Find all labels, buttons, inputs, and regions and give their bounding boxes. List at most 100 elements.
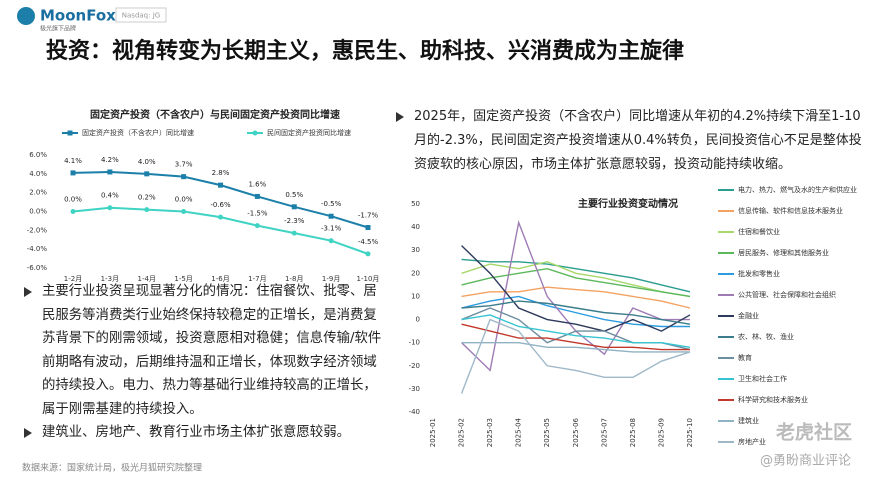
chart-title: 固定资产投资（不含农户）与民间固定资产投资同比增速 [90, 108, 340, 121]
data-label: 0.0% [175, 196, 193, 204]
marker [365, 225, 371, 231]
series-line [461, 261, 691, 298]
y-tick-label: 6.0% [29, 151, 47, 159]
x-tick-label: 2025-08 [629, 418, 637, 447]
watermark: @勇盼商业评论 [760, 454, 851, 469]
chart-title: 主要行业投资变动情况 [578, 197, 678, 210]
x-tick-label: 2025-03 [486, 418, 494, 447]
data-label: 3.7% [175, 161, 193, 169]
watermark: 老虎社区 [776, 421, 852, 444]
y-tick-label: 4.0% [29, 170, 47, 178]
badge-box [115, 7, 167, 23]
legend-label: 卫生和社会工作 [738, 374, 787, 383]
y-tick-label: -10 [409, 339, 420, 347]
x-tick-label: 1-5月 [174, 275, 192, 283]
data-label: 0.0% [64, 196, 82, 204]
marker [144, 171, 150, 177]
page-title: 投资：视角转变为长期主义，惠民生、助科技、兴消费成为主旋律 [46, 38, 684, 64]
legend-label: 批发和零售业 [738, 269, 780, 278]
y-tick-label: -40 [409, 408, 420, 416]
data-label: 0.2% [138, 194, 156, 202]
x-tick-label: 2025-05 [543, 418, 551, 447]
data-label: -4.5% [358, 238, 379, 246]
y-tick-label: -4.0% [27, 245, 48, 253]
marker [328, 238, 334, 244]
x-tick-label: 2025-09 [657, 418, 665, 447]
y-tick-label: 30 [411, 246, 420, 254]
y-tick-label: 0 [416, 316, 420, 324]
source: 数据来源：国家统计局，极光月狐研究院整理 [22, 462, 202, 474]
x-tick-label: 1-8月 [285, 275, 303, 283]
marker [181, 174, 187, 180]
series-line [461, 286, 691, 309]
marker [254, 223, 260, 229]
legend-label: 固定资产投资（不含农户）同比增速 [82, 128, 194, 137]
x-tick-label: 2025-06 [572, 417, 580, 447]
x-tick-label: 2025-02 [458, 418, 466, 447]
y-tick-label: 0.0% [29, 208, 47, 216]
data-label: 4.2% [101, 156, 119, 164]
x-tick-label: 2025-10 [686, 418, 694, 447]
legend-marker [252, 130, 258, 136]
marker [291, 230, 297, 236]
legend-label: 信息传输、软件和信息技术服务业 [738, 206, 843, 215]
logo: MoonFox [40, 7, 116, 25]
series-line [461, 295, 690, 328]
data-label: -0.6% [210, 201, 231, 209]
x-tick-label: 1-10月 [357, 275, 380, 283]
series-line [461, 314, 691, 348]
bullet: 主要行业投资呈现显著分化的情况：住宿餐饮、批零、居民服务等消费类行业始终保持较稳… [20, 280, 384, 421]
series-line [461, 323, 690, 351]
data-label: 0.4% [101, 192, 119, 200]
data-label: 4.0% [138, 158, 156, 166]
data-label: 2.8% [212, 169, 230, 177]
data-label: -1.7% [358, 212, 379, 220]
bullet: 2025年，固定资产投资（不含农户）同比增速从年初的4.2%持续下滑至1-10月… [392, 105, 862, 177]
series-line [461, 219, 690, 372]
right-text: 2025年，固定资产投资（不含农户）同比增速从年初的4.2%持续下滑至1-10月… [392, 105, 862, 177]
y-tick-label: -2.0% [27, 226, 48, 234]
marker [291, 204, 297, 210]
marker [107, 205, 113, 211]
legend-label: 公共管理、社会保障和社会组织 [738, 290, 836, 299]
series-line [460, 318, 691, 394]
legend-label: 房地产业 [738, 437, 766, 446]
y-tick-label: 50 [411, 200, 420, 208]
legend-label: 建筑业 [738, 416, 759, 425]
bullet: 建筑业、房地产、教育行业市场主体扩张意愿较弱。 [20, 421, 384, 445]
x-tick-label: 1-7月 [248, 275, 266, 283]
x-tick-label: 1-3月 [101, 275, 119, 283]
legend-label: 教育 [738, 353, 752, 362]
data-label: 1.6% [248, 180, 266, 188]
y-tick-label: 10 [411, 292, 420, 300]
legend-label: 居民服务、修理和其他服务业 [738, 248, 829, 257]
legend-label: 电力、热力、燃气及水的生产和供应业 [738, 185, 857, 194]
series-line [461, 341, 690, 353]
legend-label: 农、林、牧、渔业 [738, 332, 794, 341]
data-label: -2.3% [284, 217, 305, 225]
series-line [461, 245, 691, 332]
legend-label: 住宿和餐饮业 [738, 227, 780, 236]
data-label: 0.5% [285, 191, 303, 199]
x-tick-label: 1-6月 [211, 275, 229, 283]
y-tick-label: -6.0% [27, 264, 48, 272]
x-tick-label: 2025-04 [515, 417, 523, 447]
x-tick-label: 2025-07 [600, 418, 608, 447]
legend-label: 金融业 [738, 311, 759, 320]
series-line [461, 300, 691, 325]
data-label: 4.1% [64, 157, 82, 165]
legend-marker [67, 130, 73, 136]
marker [181, 209, 187, 214]
series-line [461, 258, 691, 293]
data-label: -3.1% [321, 225, 342, 233]
y-tick-label: 20 [411, 269, 420, 277]
left-text: 主要行业投资呈现显著分化的情况：住宿餐饮、批零、居民服务等消费类行业始终保持较稳… [20, 280, 384, 445]
marker [144, 207, 150, 213]
legend-label: 民间固定资产投资同比增速 [267, 128, 351, 137]
legend-label: 科学研究和技术服务业 [738, 395, 808, 404]
marker [254, 193, 260, 199]
marker [365, 251, 371, 257]
y-tick-label: -30 [409, 385, 420, 393]
